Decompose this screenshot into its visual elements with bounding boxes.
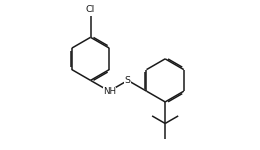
Text: Cl: Cl bbox=[86, 5, 95, 14]
Text: S: S bbox=[125, 76, 131, 85]
Text: NH: NH bbox=[103, 87, 116, 96]
